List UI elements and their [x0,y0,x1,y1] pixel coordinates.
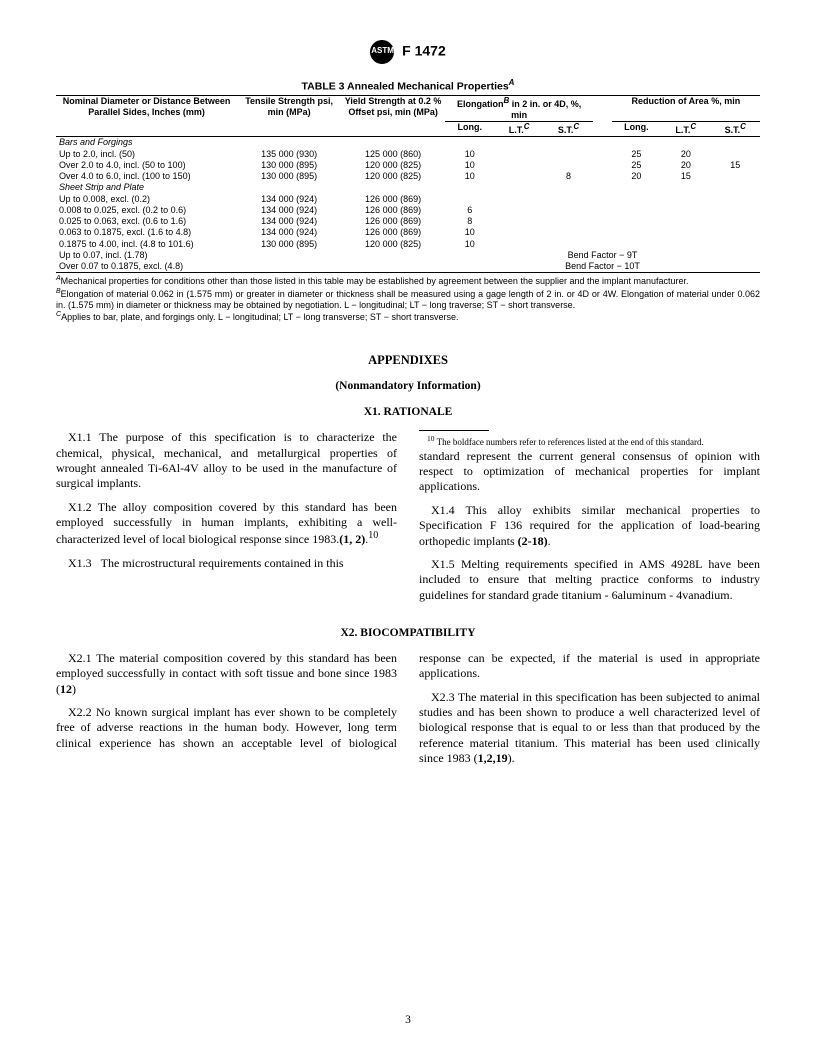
table-section: Bars and Forgings [56,137,760,149]
spec-number: F 1472 [402,43,446,59]
table-row: Over 4.0 to 6.0, incl. (100 to 150)130 0… [56,171,760,182]
para: X1.5 Melting requirements specified in A… [419,557,760,603]
col-sub: S.T.C [711,122,760,137]
col-sub: L.T.C [661,122,710,137]
table-caption: TABLE 3 Annealed Mechanical PropertiesA [56,78,760,93]
table-row: 0.063 to 0.1875, excl. (1.6 to 4.8)134 0… [56,227,760,238]
page-number: 3 [0,1014,816,1026]
col-head: Yield Strength at 0.2 % Offset psi, min … [341,95,445,137]
x1-body: X1.1 The purpose of this specification i… [56,430,760,603]
col-head-group: Reduction of Area %, min [612,95,760,122]
para: X1.1 The purpose of this specification i… [56,430,397,491]
table-row: Up to 0.008, excl. (0.2)134 000 (924)126… [56,194,760,205]
x2-body: X2.1 The material composition covered by… [56,651,760,767]
table-row: Up to 0.07, incl. (1.78)Bend Factor − 9T [56,250,760,261]
x1-heading: X1. RATIONALE [56,406,760,418]
table-row: Over 2.0 to 4.0, incl. (50 to 100)130 00… [56,160,760,171]
para: X1.3 The microstructural requirements co… [56,556,397,571]
astm-logo-icon: ASTM [370,40,394,64]
para: X2.1 The material composition covered by… [56,651,397,697]
mech-properties-table: Nominal Diameter or Distance Between Par… [56,95,760,274]
para: X2.3 The material in this specification … [419,690,760,767]
col-sub: Long. [612,122,661,137]
table-footnotes: AMechanical properties for conditions ot… [56,275,760,323]
col-head-group: ElongationB in 2 in. or 4D, %, min [445,95,593,122]
table-row: 0.025 to 0.063, excl. (0.6 to 1.6)134 00… [56,216,760,227]
table-row: 0.1875 to 4.00, incl. (4.8 to 101.6)130 … [56,239,760,250]
col-sub: S.T.C [544,122,593,137]
col-sub: Long. [445,122,494,137]
para: X1.4 This alloy exhibits similar mechani… [419,503,760,549]
x2-heading: X2. BIOCOMPATIBILITY [56,627,760,639]
table-section: Sheet Strip and Plate [56,182,760,193]
page-header: ASTM F 1472 [56,40,760,64]
footnote: 10 The boldface numbers refer to referen… [419,430,760,449]
para: standard represent the current general c… [419,449,760,495]
para: X1.2 The alloy composition covered by th… [56,500,397,548]
appendix-title: APPENDIXES [56,353,760,368]
col-sub: L.T.C [494,122,543,137]
col-head: Tensile Strength psi, min (MPa) [237,95,341,137]
table-row: Up to 2.0, incl. (50)135 000 (930)125 00… [56,149,760,160]
table-row: 0.008 to 0.025, excl. (0.2 to 0.6)134 00… [56,205,760,216]
appendix-subtitle: (Nonmandatory Information) [56,380,760,392]
table-row: Over 0.07 to 0.1875, excl. (4.8)Bend Fac… [56,261,760,272]
col-head: Nominal Diameter or Distance Between Par… [56,95,237,137]
